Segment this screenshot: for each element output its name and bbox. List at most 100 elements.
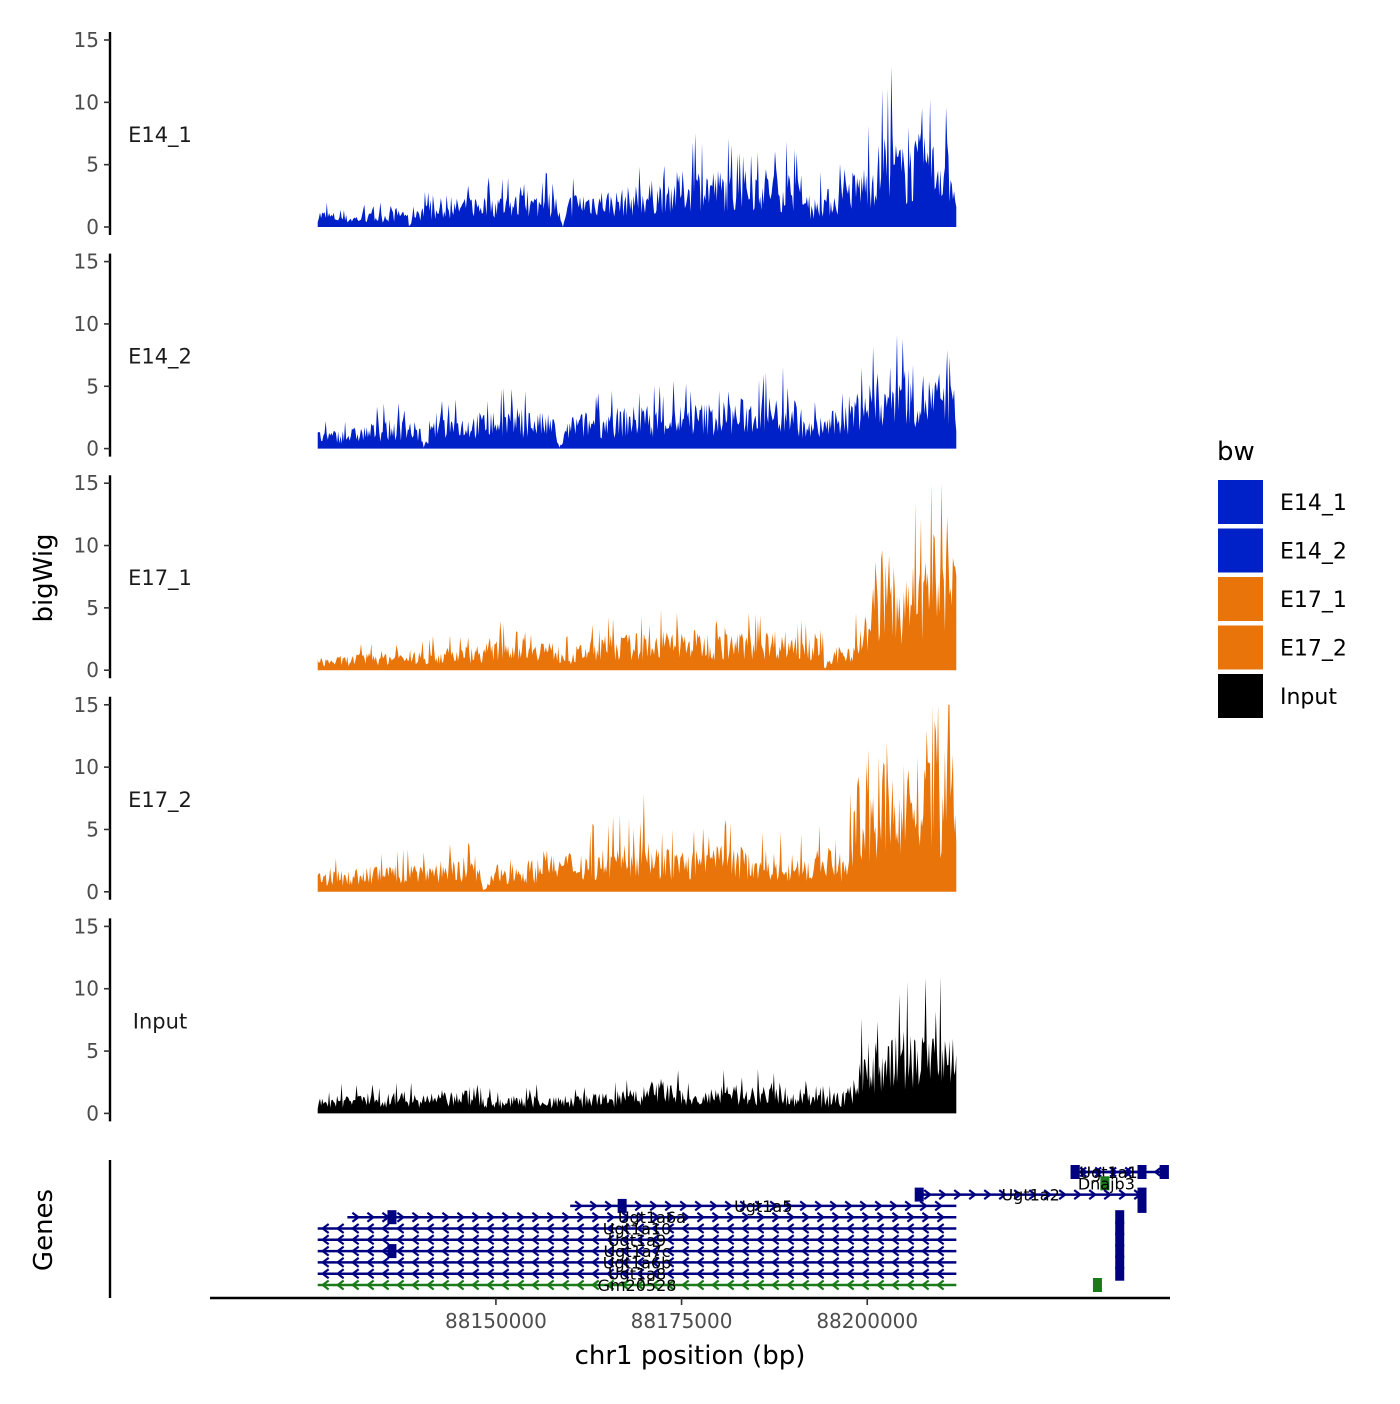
strand-chevron	[350, 1279, 360, 1291]
track-label: E17_2	[128, 788, 192, 813]
strand-chevron	[680, 1234, 690, 1246]
strand-chevron	[320, 1245, 330, 1257]
strand-chevron	[860, 1268, 870, 1280]
strand-chevron	[515, 1245, 525, 1257]
strand-chevron	[395, 1223, 405, 1234]
strand-chevron	[1094, 1166, 1104, 1178]
strand-chevron	[335, 1245, 345, 1257]
strand-chevron	[590, 1268, 600, 1280]
strand-chevron	[741, 1211, 751, 1223]
strand-chevron	[395, 1245, 405, 1257]
strand-chevron	[560, 1223, 570, 1234]
strand-chevron	[426, 1211, 436, 1223]
y-tick-label: 10	[74, 755, 99, 779]
strand-chevron	[545, 1279, 555, 1291]
strand-chevron	[620, 1223, 630, 1234]
strand-chevron	[905, 1234, 915, 1246]
strand-chevron	[711, 1211, 721, 1223]
gene-Dnajb3: Dnajb3	[1078, 1174, 1135, 1193]
strand-chevron	[845, 1279, 855, 1291]
strand-chevron	[650, 1279, 660, 1291]
strand-chevron	[755, 1234, 765, 1246]
strand-chevron	[545, 1234, 555, 1246]
strand-chevron	[380, 1245, 390, 1257]
strand-chevron	[425, 1257, 435, 1268]
strand-chevron	[380, 1279, 390, 1291]
strand-chevron	[380, 1223, 390, 1234]
strand-chevron	[530, 1279, 540, 1291]
strand-chevron	[485, 1234, 495, 1246]
strand-chevron	[800, 1257, 810, 1268]
strand-chevron	[890, 1223, 900, 1234]
strand-chevron	[440, 1279, 450, 1291]
strand-chevron	[1088, 1189, 1098, 1200]
strand-chevron	[515, 1268, 525, 1280]
strand-chevron	[740, 1223, 750, 1234]
strand-chevron	[739, 1200, 749, 1212]
strand-chevron	[875, 1223, 885, 1234]
strand-chevron	[935, 1268, 945, 1280]
strand-chevron	[515, 1279, 525, 1291]
strand-chevron	[575, 1257, 585, 1268]
y-tick-label: 0	[86, 437, 99, 461]
strand-chevron	[365, 1279, 375, 1291]
strand-chevron	[770, 1279, 780, 1291]
strand-chevron	[501, 1211, 511, 1223]
strand-chevron	[531, 1211, 541, 1223]
strand-chevron	[500, 1223, 510, 1234]
strand-chevron	[620, 1268, 630, 1280]
strand-chevron	[545, 1223, 555, 1234]
strand-chevron	[665, 1279, 675, 1291]
y-tick-label: 5	[86, 153, 99, 177]
y-tick-label: 15	[74, 914, 99, 938]
strand-chevron	[998, 1189, 1008, 1200]
strand-chevron	[320, 1223, 330, 1234]
strand-chevron	[470, 1257, 480, 1268]
strand-chevron	[681, 1211, 691, 1223]
strand-chevron	[455, 1234, 465, 1246]
strand-chevron	[710, 1279, 720, 1291]
strand-chevron	[935, 1257, 945, 1268]
strand-chevron	[695, 1234, 705, 1246]
strand-chevron	[725, 1245, 735, 1257]
strand-chevron	[650, 1268, 660, 1280]
strand-chevron	[591, 1211, 601, 1223]
strand-chevron	[410, 1245, 420, 1257]
gene-Ugt1a2: Ugt1a2	[914, 1186, 1147, 1205]
strand-chevron	[890, 1234, 900, 1246]
gene-label: Ugt1a6b	[603, 1253, 671, 1272]
strand-chevron	[575, 1234, 585, 1246]
strand-chevron	[968, 1189, 978, 1200]
exon	[914, 1187, 924, 1202]
strand-chevron	[620, 1279, 630, 1291]
strand-chevron	[440, 1245, 450, 1257]
strand-chevron	[515, 1257, 525, 1268]
gene-label: Ugt1a7c	[603, 1242, 670, 1261]
strand-chevron	[1153, 1166, 1162, 1178]
strand-chevron	[696, 1211, 706, 1223]
legend-label-E17_1: E17_1	[1280, 588, 1347, 613]
strand-chevron	[650, 1257, 660, 1268]
y-axis-title: bigWig	[29, 533, 59, 622]
y-tick-label: 0	[86, 215, 99, 239]
exon	[1115, 1221, 1125, 1236]
strand-chevron	[725, 1279, 735, 1291]
strand-chevron	[470, 1279, 480, 1291]
strand-chevron	[890, 1245, 900, 1257]
strand-chevron	[1058, 1189, 1068, 1200]
strand-chevron	[590, 1234, 600, 1246]
coverage-area-E14_2	[317, 334, 957, 449]
strand-chevron	[815, 1234, 825, 1246]
strand-chevron	[335, 1279, 345, 1291]
strand-chevron	[829, 1200, 839, 1212]
strand-chevron	[1073, 1189, 1083, 1200]
strand-chevron	[455, 1268, 465, 1280]
strand-chevron	[455, 1257, 465, 1268]
strand-chevron	[905, 1257, 915, 1268]
strand-chevron	[755, 1257, 765, 1268]
gene-Ugt1a5: Ugt1a5	[570, 1197, 1147, 1216]
x-tick-label: 88175000	[631, 1309, 733, 1333]
strand-chevron	[470, 1223, 480, 1234]
strand-chevron	[755, 1245, 765, 1257]
strand-chevron	[455, 1245, 465, 1257]
